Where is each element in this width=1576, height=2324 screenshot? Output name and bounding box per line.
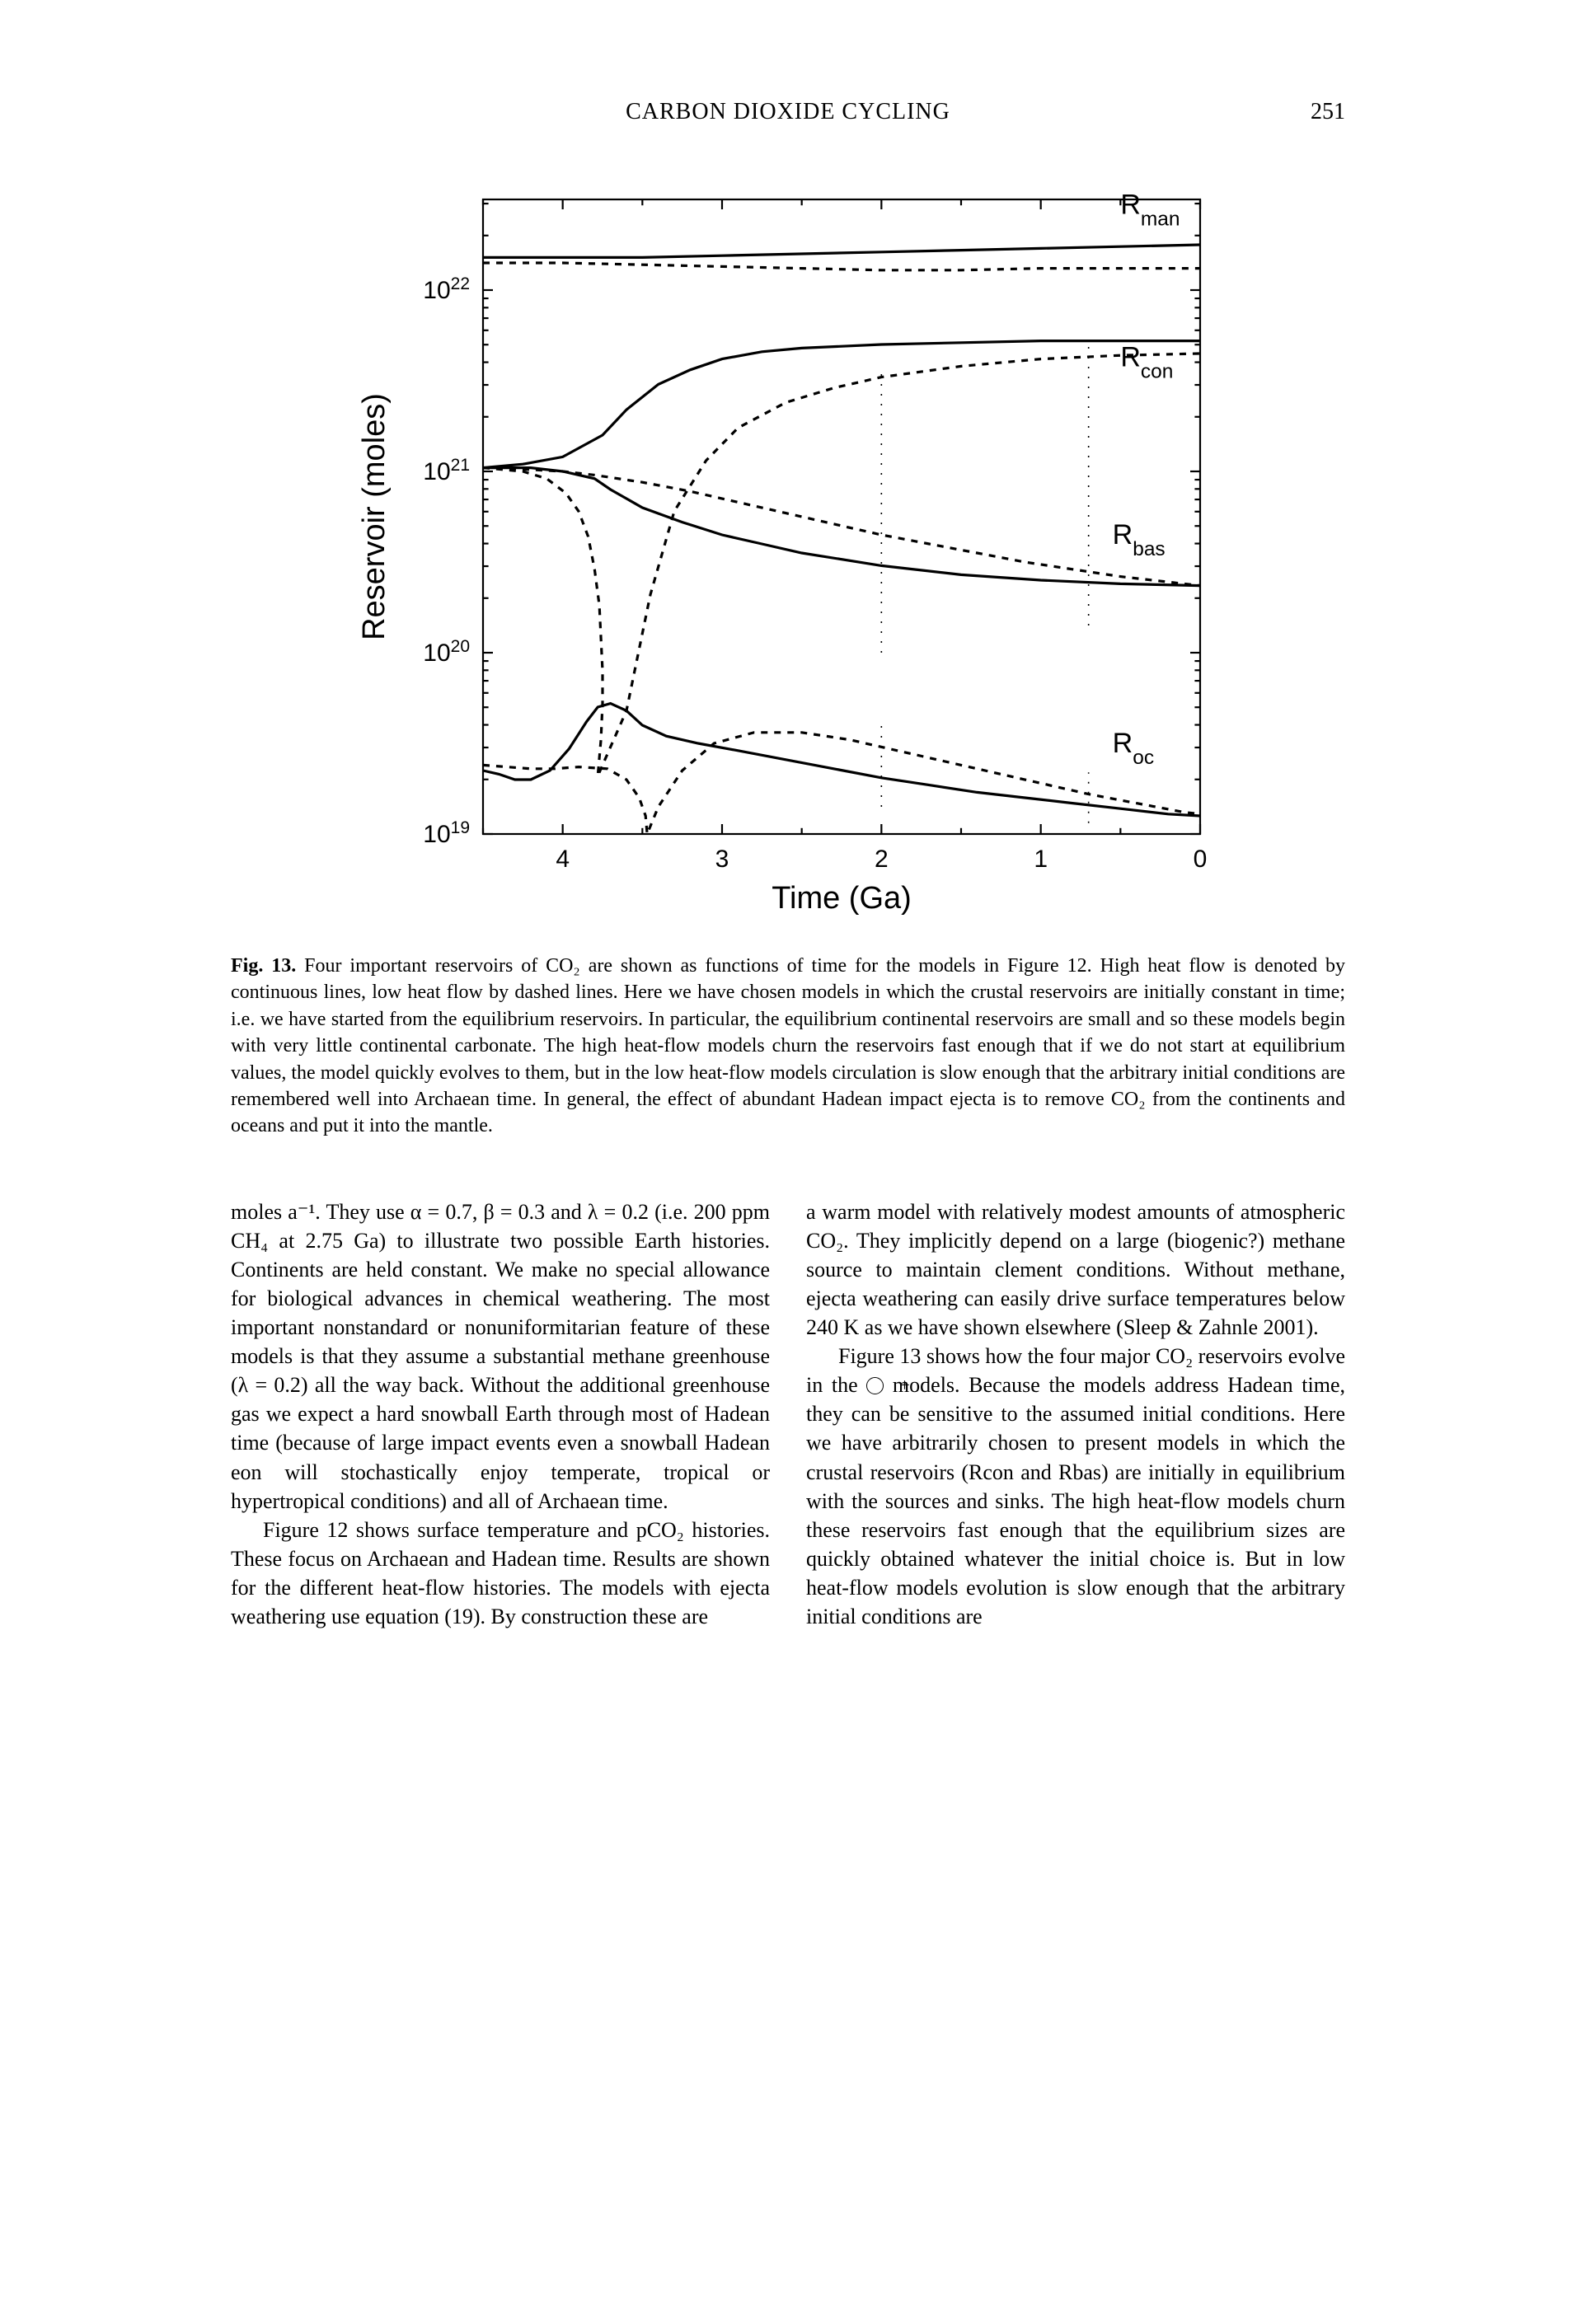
svg-text:1: 1 (1034, 846, 1048, 873)
reservoir-time-chart: 4 3 2 1 0 Time (Ga) 1019 1020 1021 1022 Reservoir … (343, 175, 1233, 933)
svg-text:Time (Ga): Time (Ga) (772, 881, 912, 916)
caption-label: Fig. 13. (231, 955, 296, 977)
oplus-symbol: + (866, 1377, 884, 1394)
page-header: CARBON DIOXIDE CYCLING 251 (231, 99, 1345, 125)
svg-text:1021: 1021 (423, 456, 470, 486)
svg-text:3: 3 (715, 846, 729, 873)
body-columns: moles a⁻¹. They use α = 0.7, β = 0.3 and… (231, 1197, 1345, 1631)
svg-text:1019: 1019 (423, 818, 470, 849)
caption-text: Four important reservoirs of CO₂ are sho… (231, 955, 1345, 1136)
right-p1: a warm model with relatively modest amou… (806, 1197, 1345, 1342)
figure-13-caption: Fig. 13. Four important reservoirs of CO… (231, 953, 1345, 1140)
left-p2: Figure 12 shows surface temperature and … (231, 1516, 770, 1631)
running-head: CARBON DIOXIDE CYCLING (626, 99, 950, 125)
svg-text:0: 0 (1194, 846, 1208, 873)
svg-text:2: 2 (875, 846, 889, 873)
svg-text:4: 4 (556, 846, 570, 873)
svg-text:Reservoir (moles): Reservoir (moles) (357, 393, 392, 640)
svg-text:1022: 1022 (423, 274, 470, 305)
left-column: moles a⁻¹. They use α = 0.7, β = 0.3 and… (231, 1197, 770, 1631)
page-number: 251 (1311, 99, 1345, 125)
left-p1: moles a⁻¹. They use α = 0.7, β = 0.3 and… (231, 1197, 770, 1516)
svg-text:1020: 1020 (423, 637, 470, 668)
right-p2: Figure 13 shows how the four major CO₂ r… (806, 1342, 1345, 1631)
figure-13: 4 3 2 1 0 Time (Ga) 1019 1020 1021 1022 Reservoir … (231, 175, 1345, 933)
right-column: a warm model with relatively modest amou… (806, 1197, 1345, 1631)
